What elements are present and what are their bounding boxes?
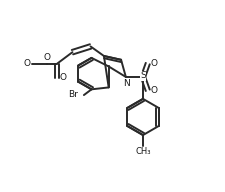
Text: S: S <box>140 71 146 80</box>
Text: O: O <box>24 59 31 68</box>
Text: Br: Br <box>68 90 78 99</box>
Text: O: O <box>60 73 67 82</box>
Text: O: O <box>151 86 158 95</box>
Text: O: O <box>43 53 50 62</box>
Text: O: O <box>151 59 158 68</box>
Text: CH₃: CH₃ <box>135 147 151 156</box>
Text: N: N <box>123 79 130 88</box>
